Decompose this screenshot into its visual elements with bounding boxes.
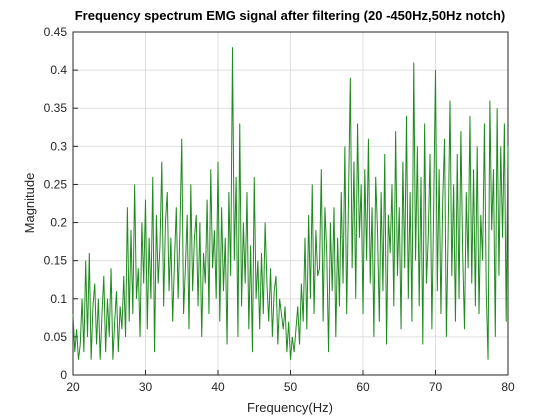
x-tick-label: 80: [501, 380, 515, 394]
y-tick-label: 0.3: [50, 139, 67, 153]
x-tick-label: 20: [66, 380, 80, 394]
y-tick-label: 0.35: [44, 101, 68, 115]
y-tick-label: 0.45: [44, 25, 68, 39]
y-tick-label: 0.25: [44, 177, 68, 191]
x-tick-label: 60: [356, 380, 370, 394]
y-tick-label: 0.4: [50, 63, 67, 77]
y-tick-label: 0.2: [50, 216, 67, 230]
y-tick-label: 0.05: [44, 330, 68, 344]
x-tick-label: 30: [139, 380, 153, 394]
x-tick-label: 40: [211, 380, 225, 394]
y-tick-label: 0.15: [44, 254, 68, 268]
data-line: [72, 47, 509, 360]
x-tick-label: 70: [429, 380, 443, 394]
x-axis-label: Frequency(Hz): [247, 400, 333, 415]
chart-title: Frequency spectrum EMG signal after filt…: [75, 8, 506, 23]
y-tick-label: 0.1: [50, 292, 67, 306]
y-axis-label: Magnitude: [22, 173, 37, 234]
plot-frame: [72, 31, 509, 376]
x-tick-label: 50: [284, 380, 298, 394]
y-tick-label: 0: [60, 368, 67, 382]
